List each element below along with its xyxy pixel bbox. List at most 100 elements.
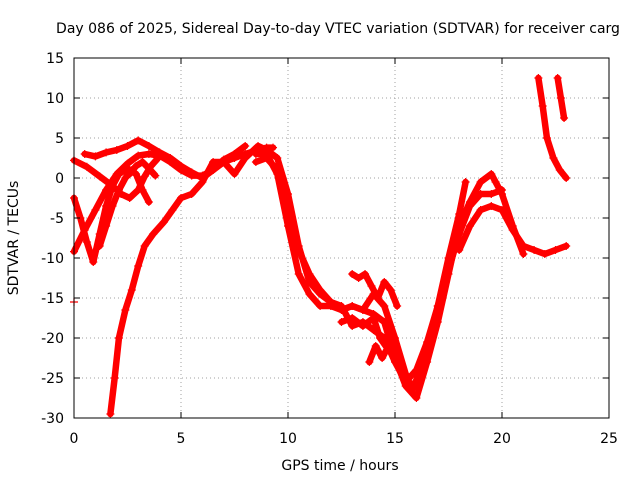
data-point [348, 270, 357, 278]
data-point [114, 334, 123, 342]
y-tick-label: -15 [41, 291, 64, 307]
data-point [562, 242, 571, 250]
data-point [555, 166, 564, 174]
data-point [82, 162, 91, 171]
data-point [144, 198, 153, 206]
series-line [70, 144, 277, 255]
data-point [358, 306, 367, 314]
data-point [538, 102, 547, 110]
data-point [134, 136, 143, 145]
data-point [138, 158, 147, 166]
data-point [403, 378, 412, 386]
data-point [80, 150, 89, 158]
data-point [365, 358, 374, 366]
data-point [540, 250, 549, 258]
data-point [106, 410, 115, 418]
data-point [380, 318, 389, 326]
y-tick-label: -5 [50, 211, 64, 227]
data-point [354, 274, 363, 282]
data-point [273, 154, 282, 162]
series-sat-l [365, 342, 393, 366]
data-point [127, 286, 136, 294]
data-point [348, 314, 357, 322]
data-point [386, 286, 395, 294]
data-point [134, 262, 143, 270]
data-point [412, 366, 421, 374]
x-tick-label: 15 [386, 431, 404, 447]
data-point [108, 182, 117, 190]
data-point [262, 146, 271, 154]
data-point [187, 190, 196, 198]
data-point [358, 322, 367, 330]
data-point [380, 278, 389, 286]
data-point [562, 174, 571, 182]
data-point [465, 222, 474, 230]
data-point [294, 242, 303, 250]
y-tick-label: -25 [41, 371, 64, 387]
data-point [380, 302, 389, 310]
data-point [534, 74, 543, 82]
series-line [348, 270, 401, 310]
data-point [316, 290, 325, 298]
series-sat-q [125, 158, 160, 180]
data-point [125, 170, 134, 178]
data-point [140, 242, 149, 250]
plot-frame [73, 57, 610, 419]
data-point [140, 172, 149, 181]
data-point [423, 338, 432, 346]
data-point [149, 230, 158, 238]
x-tick-label: 0 [70, 431, 79, 447]
data-point [177, 194, 185, 202]
data-point [144, 142, 153, 150]
data-point [337, 318, 346, 326]
data-point [412, 394, 421, 402]
data-point [102, 222, 111, 230]
data-point [155, 151, 164, 160]
series-sat-m [455, 202, 571, 258]
series-sat-d [70, 164, 153, 266]
data-point [376, 334, 385, 342]
data-point [393, 302, 402, 310]
data-point [487, 190, 496, 198]
series-line [535, 74, 570, 182]
data-point [91, 206, 100, 214]
data-point [498, 186, 506, 194]
data-point [487, 202, 496, 210]
data-point [444, 266, 453, 274]
series-line [366, 342, 392, 366]
y-tick-label: 15 [46, 51, 64, 67]
data-point [305, 278, 314, 286]
y-tick-label: 5 [55, 131, 64, 147]
y-tick-label: -10 [41, 251, 64, 267]
data-point [125, 194, 134, 202]
x-tick-label: 25 [600, 431, 618, 447]
data-point [487, 170, 496, 178]
data-point [112, 146, 121, 154]
data-point [144, 150, 153, 158]
data-point [519, 250, 528, 258]
data-point [114, 170, 123, 178]
data-point [159, 218, 168, 226]
data-point [82, 238, 91, 246]
data-point [269, 143, 278, 152]
data-point [348, 302, 357, 310]
data-point [91, 152, 100, 161]
data-point [95, 242, 104, 250]
data-point [241, 142, 250, 150]
data-point [294, 270, 303, 278]
data-point [102, 148, 111, 157]
data-point [166, 158, 175, 166]
data-series [70, 74, 571, 418]
data-point [348, 322, 357, 330]
data-point [230, 154, 239, 162]
x-axis-label: GPS time / hours [281, 458, 398, 474]
data-point [433, 302, 442, 310]
data-point [108, 202, 117, 210]
data-point [138, 186, 147, 194]
y-axis-label: SDTVAR / TECUs [6, 181, 22, 296]
data-point [461, 178, 470, 186]
data-point [251, 150, 260, 158]
data-point [89, 258, 98, 266]
